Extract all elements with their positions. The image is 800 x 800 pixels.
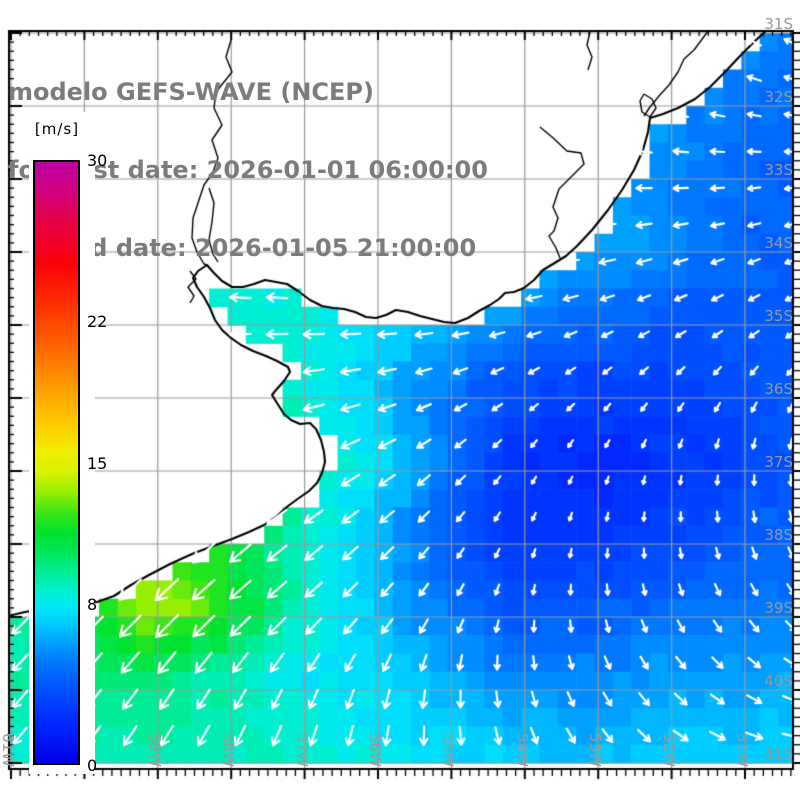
lat-label: 36S xyxy=(764,380,793,398)
lon-label: 61W xyxy=(0,733,17,767)
colorbar-unit-label: [m/s] xyxy=(34,120,80,138)
lon-label: 53W xyxy=(586,733,605,767)
lon-label: 57W xyxy=(292,733,311,767)
lat-label: 41S xyxy=(764,745,793,763)
lon-label: 55W xyxy=(439,733,458,767)
lat-label: 31S xyxy=(764,15,793,33)
lat-label: 38S xyxy=(764,526,793,544)
lat-label: 39S xyxy=(764,599,793,617)
lon-label: 56W xyxy=(366,733,384,767)
lat-label: 35S xyxy=(764,307,793,325)
lat-label: 33S xyxy=(764,161,793,179)
colorbar-tick-label: 15 xyxy=(87,453,108,473)
lon-label: 51W xyxy=(733,733,751,767)
lon-label: 52W xyxy=(659,733,678,767)
colorbar-gradient xyxy=(33,160,80,765)
lat-label: 34S xyxy=(764,234,793,252)
lon-label: 59W xyxy=(145,733,164,767)
colorbar-tick-label: 0 xyxy=(87,756,98,775)
lat-label: 37S xyxy=(764,453,793,471)
model-title: modelo GEFS-WAVE (NCEP) xyxy=(8,78,374,106)
lat-label: 40S xyxy=(764,672,793,690)
lat-label: 32S xyxy=(764,88,793,106)
colorbar-tick-label: 22 xyxy=(87,312,108,332)
colorbar-tick-label: 8 xyxy=(87,594,98,614)
colorbar-tick-label: 30 xyxy=(87,151,108,170)
lon-label: 58W xyxy=(219,733,238,767)
lon-label: 54W xyxy=(512,733,531,767)
